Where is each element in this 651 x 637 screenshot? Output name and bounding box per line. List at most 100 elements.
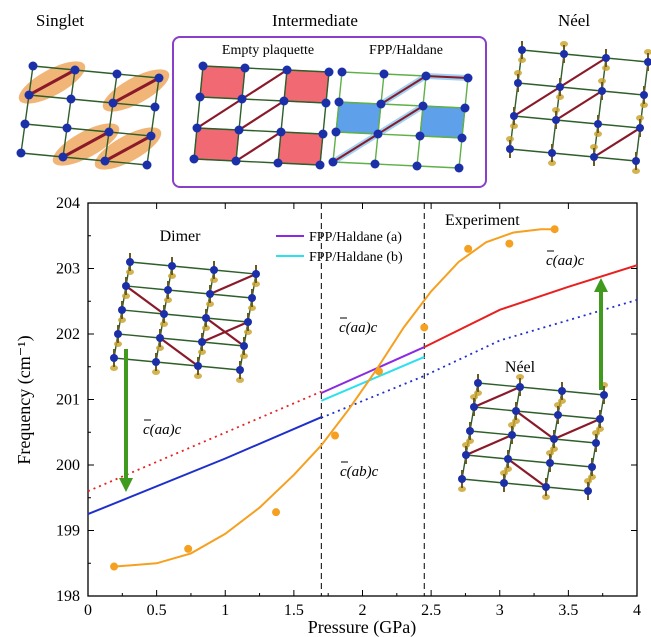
spin-cone bbox=[640, 102, 648, 108]
lattice-site bbox=[122, 282, 130, 290]
y-tick-label: 200 bbox=[56, 457, 80, 474]
lattice-bond bbox=[377, 103, 382, 135]
lattice-site bbox=[542, 483, 550, 491]
experiment-point bbox=[110, 562, 119, 571]
lattice-bond bbox=[238, 98, 243, 131]
lattice-site bbox=[152, 358, 160, 366]
spin-cone bbox=[548, 160, 556, 166]
lattice-bond bbox=[515, 410, 559, 416]
lattice-bond bbox=[277, 162, 321, 166]
axis-ticks: 0 0.5 1 1.5 2 2.5 3 3.5 4 198 199 200 201 202 203 204 bbox=[56, 195, 641, 619]
lattice-bond bbox=[461, 478, 505, 484]
lattice-bond bbox=[70, 69, 76, 100]
lattice-site bbox=[237, 94, 247, 104]
y-tick-label: 199 bbox=[56, 523, 80, 540]
series-line-4 bbox=[423, 264, 638, 348]
lattice-site bbox=[248, 294, 256, 302]
lattice-site bbox=[510, 112, 518, 120]
annotation-cabc: c(ab)c bbox=[340, 464, 379, 480]
spin-cone bbox=[236, 377, 244, 383]
lattice-bond bbox=[171, 265, 215, 271]
lattice-site bbox=[466, 427, 474, 435]
spin-cone bbox=[206, 301, 214, 307]
dimer-bond bbox=[380, 75, 427, 105]
empty-plaquette bbox=[199, 65, 246, 100]
lattice-site bbox=[198, 338, 206, 346]
spin-cone bbox=[168, 273, 176, 279]
series-line-3 bbox=[87, 390, 322, 493]
lattice-bond bbox=[193, 127, 198, 160]
inset-title-dimer: Dimer bbox=[160, 228, 202, 245]
lattice-bond bbox=[422, 105, 466, 109]
lattice-bond bbox=[74, 69, 118, 75]
lattice-bond bbox=[129, 261, 173, 267]
lattice-bond bbox=[322, 102, 327, 135]
spin-cone bbox=[156, 345, 164, 351]
lattice-site bbox=[370, 159, 380, 169]
lattice-bond bbox=[325, 71, 330, 104]
dimer-bond bbox=[377, 105, 424, 135]
lattice-bond bbox=[202, 65, 246, 69]
lattice-bond bbox=[199, 96, 243, 100]
lattice-bond bbox=[469, 430, 513, 436]
spin-cone bbox=[560, 41, 568, 47]
lattice-site bbox=[146, 131, 156, 141]
arrow-down bbox=[119, 349, 133, 492]
spin-cone bbox=[508, 422, 516, 428]
lattice-bond bbox=[519, 386, 563, 392]
lattice-bond bbox=[159, 337, 203, 343]
spin-cone bbox=[506, 136, 514, 142]
dimer-bond bbox=[112, 76, 160, 105]
experiment-point bbox=[420, 323, 429, 332]
lattice-bond bbox=[104, 160, 148, 166]
lattice-bond bbox=[473, 406, 517, 412]
lattice-site bbox=[514, 79, 522, 87]
lattice-site bbox=[512, 407, 520, 415]
lattice-site bbox=[594, 120, 602, 128]
spin-cone bbox=[584, 478, 592, 484]
lattice-bond bbox=[113, 357, 157, 363]
spin-cone bbox=[114, 341, 122, 347]
spin-cone bbox=[202, 325, 210, 331]
lattice-site bbox=[474, 379, 482, 387]
empty-plaquette-lattice bbox=[189, 61, 334, 170]
series-line-2 bbox=[87, 416, 322, 516]
series-line-5 bbox=[320, 299, 638, 419]
lattice-bond bbox=[125, 285, 169, 291]
x-tick-label: 2.5 bbox=[421, 602, 441, 619]
dimer-bond bbox=[209, 272, 257, 296]
spin-cone bbox=[164, 297, 172, 303]
lattice-site bbox=[168, 262, 176, 270]
lattice-bond bbox=[24, 94, 30, 125]
lattice-site bbox=[412, 161, 422, 171]
spin-cone bbox=[518, 57, 526, 63]
neel-top-lattice bbox=[506, 41, 651, 174]
spin-cone bbox=[542, 494, 550, 500]
y-tick-label: 201 bbox=[56, 392, 80, 409]
lattice-site bbox=[66, 94, 76, 104]
fpp-plaquette bbox=[335, 101, 382, 135]
lattice-site bbox=[236, 366, 244, 374]
lattice-bond bbox=[32, 65, 76, 71]
lattice-bond bbox=[196, 127, 240, 131]
lattice-site bbox=[315, 160, 325, 170]
lattice-bond bbox=[66, 127, 110, 133]
x-tick-label: 0.5 bbox=[147, 602, 167, 619]
lattice-site bbox=[154, 73, 164, 83]
lattice-site bbox=[602, 54, 610, 62]
dimer-bond bbox=[28, 68, 76, 97]
x-axis-label: Pressure (GPa) bbox=[308, 617, 416, 637]
spin-cone bbox=[598, 78, 606, 84]
lattice-bond bbox=[20, 152, 64, 158]
lattice-bond bbox=[549, 462, 593, 468]
lattice-bond bbox=[104, 131, 110, 162]
lattice-bond bbox=[374, 133, 379, 165]
lattice-bond bbox=[503, 482, 547, 488]
dimer-bond bbox=[507, 458, 547, 488]
spin-cone bbox=[244, 329, 252, 335]
lattice-bond bbox=[517, 82, 561, 88]
lattice-bond bbox=[511, 434, 555, 440]
lattice-bond bbox=[241, 67, 246, 100]
lattice-site bbox=[558, 387, 566, 395]
